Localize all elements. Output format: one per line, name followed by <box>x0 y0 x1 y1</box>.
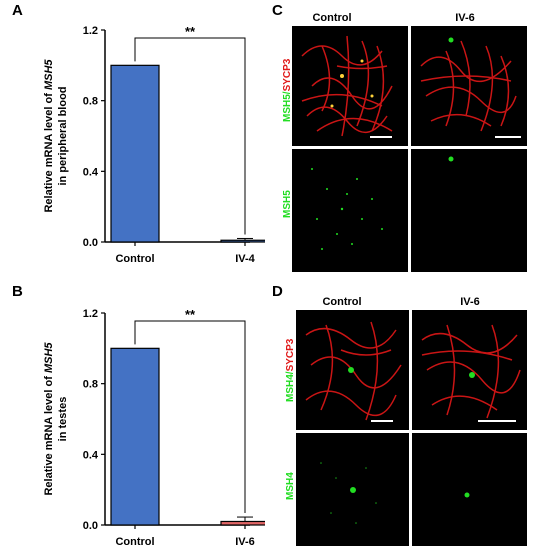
panel-letter-a: A <box>12 2 23 19</box>
d-col-label-control: Control <box>322 296 362 308</box>
c-iv6-scalebar <box>495 136 521 138</box>
d-row1-label-msh4: MSH4 <box>285 374 296 402</box>
chart-b-xtick-label-0: Control <box>115 536 154 548</box>
chart-b-ylabel-text: Relative mRNA level of <box>43 373 55 495</box>
d-col-label-iv6: IV-6 <box>460 296 480 308</box>
c-control-merge-image <box>301 35 393 137</box>
chart-a-ylabel-line2: in peripheral blood <box>57 86 69 185</box>
d-iv6-scalebar <box>478 420 516 422</box>
chart-b-bar-1 <box>220 520 265 526</box>
c-col-label-iv6: IV-6 <box>455 12 475 24</box>
chart-b-significance-label: ** <box>185 307 196 322</box>
micrograph-c-iv6-single <box>411 149 527 272</box>
d-row1-label-sep: / <box>285 371 296 375</box>
chart-b-bar-0 <box>110 347 160 526</box>
bar-chart-a: 0.0 0.4 0.8 1.2 Relative mRNA level of MSH5i… <box>43 24 265 265</box>
d-control-scalebar <box>371 420 393 422</box>
d-row1-label-sycp3: SYCP3 <box>285 338 296 372</box>
micrograph-d-control-single <box>296 433 409 546</box>
micrograph-d-iv6-merge <box>412 310 527 430</box>
chart-a-xtick-label-1: IV-4 <box>235 253 255 265</box>
panel-letter-b: B <box>12 283 23 300</box>
chart-a-ytick-label-1: 0.4 <box>83 166 99 178</box>
chart-a-ylabel-line1: Relative mRNA level of MSH5 <box>43 59 55 213</box>
d-iv6-single-image <box>464 492 470 498</box>
chart-b-ytick-label-1: 0.4 <box>83 449 99 461</box>
chart-a-significance-bracket <box>134 37 246 235</box>
c-iv6-single-image <box>448 156 454 162</box>
chart-b-xtick-label-1: IV-6 <box>235 536 255 548</box>
chart-b-ylabel-line2: in testes <box>57 397 69 442</box>
chart-a-ytick-label-0: 0.0 <box>83 237 98 249</box>
chart-a-ytick-label-3: 1.2 <box>83 25 98 37</box>
d-row1-label: MSH4/SYCP3 <box>285 339 296 402</box>
c-iv6-merge-image <box>420 37 517 132</box>
chart-b-ylabel-line1: Relative mRNA level of MSH5 <box>43 342 55 496</box>
panel-letter-d: D <box>272 283 283 300</box>
chart-a-bar-0 <box>110 64 160 243</box>
c-control-single-image <box>311 168 383 250</box>
chart-a-ylabel-text: Relative mRNA level of <box>43 90 55 212</box>
chart-a-xtick-label-0: Control <box>115 253 154 265</box>
d-control-merge-image <box>305 321 402 421</box>
panel-letter-c: C <box>272 2 283 19</box>
micrograph-c-control-merge <box>292 26 408 146</box>
chart-a-ytick-label-2: 0.8 <box>83 96 98 108</box>
chart-b-ytick-label-3: 1.2 <box>83 308 98 320</box>
chart-b-significance-bracket <box>134 320 246 514</box>
c-control-scalebar <box>370 136 392 138</box>
chart-a-ylabel-gene: MSH5 <box>43 59 55 90</box>
c-col-label-control: Control <box>312 12 352 24</box>
micrograph-d-iv6-single <box>412 433 527 546</box>
chart-b-ytick-label-0: 0.0 <box>83 520 98 532</box>
micrograph-c-iv6-merge <box>411 26 527 146</box>
chart-b-ylabel-gene: MSH5 <box>43 342 55 373</box>
d-iv6-merge-image <box>421 324 521 419</box>
chart-a-significance-label: ** <box>185 24 196 39</box>
micrograph-d-control-merge <box>296 310 409 430</box>
chart-b-ytick-label-2: 0.8 <box>83 379 98 391</box>
chart-a-bar-1 <box>220 239 265 243</box>
d-row2-label: MSH4 <box>285 472 296 500</box>
d-control-single-image <box>320 462 377 524</box>
micrograph-c-control-single <box>292 149 408 272</box>
